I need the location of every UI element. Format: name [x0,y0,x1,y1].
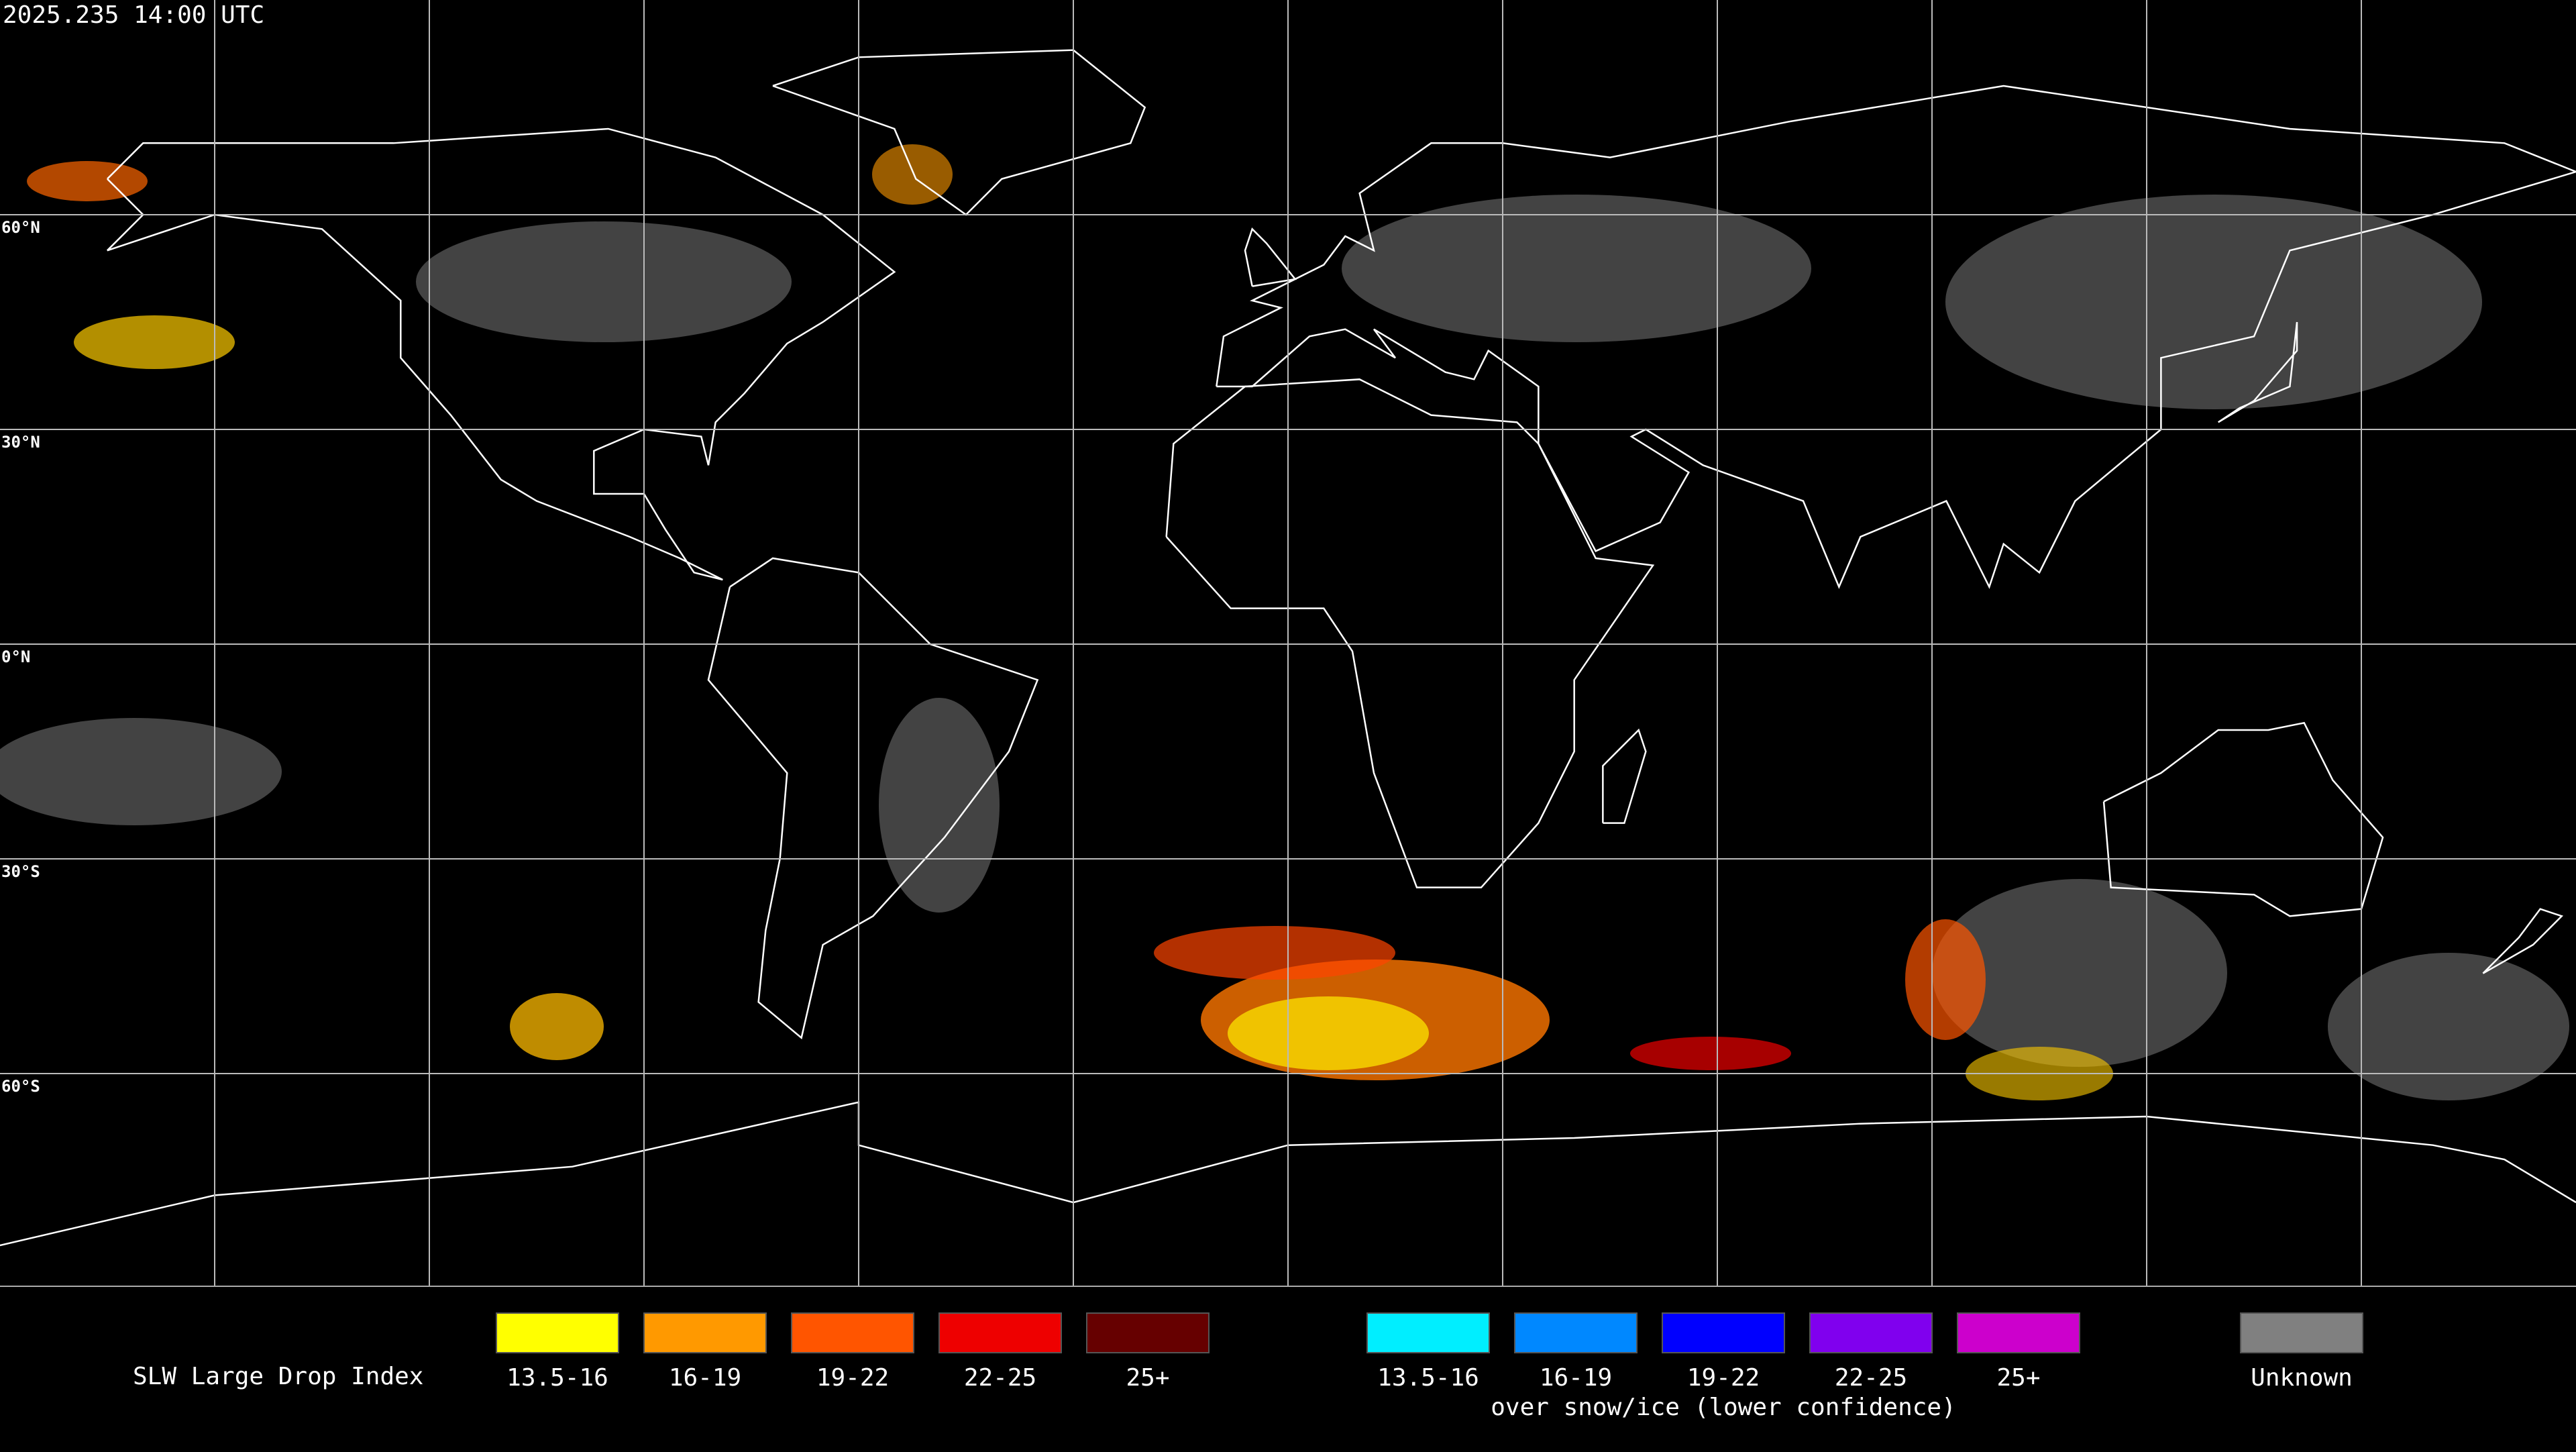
legend-label: 13.5-16 [1377,1364,1479,1392]
latitude-label: 60°N [1,218,40,237]
legend-swatch [1366,1312,1490,1353]
legend-swatch [2240,1312,2363,1353]
legend-label: 25+ [1996,1364,2040,1392]
legend: 13.5-16 16-19 19-22 22-25 25+ 13.5-16 16-19 19-… [496,1312,2363,1421]
legend-label: 25+ [1126,1364,1169,1392]
latitude-label: 30°S [1,862,40,881]
legend-label: 22-25 [964,1364,1036,1392]
legend-caption: over snow/ice (lower confidence) [1491,1394,1956,1421]
legend-swatch [1514,1312,1638,1353]
legend-swatch [496,1312,619,1353]
legend-swatch [1957,1312,2080,1353]
latitude-label: 60°S [1,1077,40,1096]
legend-swatch [1662,1312,1785,1353]
legend-swatch [1086,1312,1210,1353]
legend-label: 16-19 [1540,1364,1612,1392]
legend-swatch [1809,1312,1933,1353]
legend-swatch [791,1312,914,1353]
legend-label: 13.5-16 [506,1364,608,1392]
graticule: 60°N 30°N 0°N 30°S 60°S [0,0,2576,1286]
legend-swatch [643,1312,767,1353]
legend-label: 16-19 [669,1364,741,1392]
legend-label: 19-22 [1687,1364,1760,1392]
latitude-label: 0°N [1,647,30,666]
legend-label: Unknown [2251,1364,2353,1392]
legend-swatch [938,1312,1062,1353]
latitude-label: 30°N [1,433,40,452]
legend-title: SLW Large Drop Index [133,1363,423,1390]
legend-label: 22-25 [1835,1364,1907,1392]
timestamp: 2025.235 14:00 UTC [3,1,264,29]
legend-label: 19-22 [816,1364,889,1392]
